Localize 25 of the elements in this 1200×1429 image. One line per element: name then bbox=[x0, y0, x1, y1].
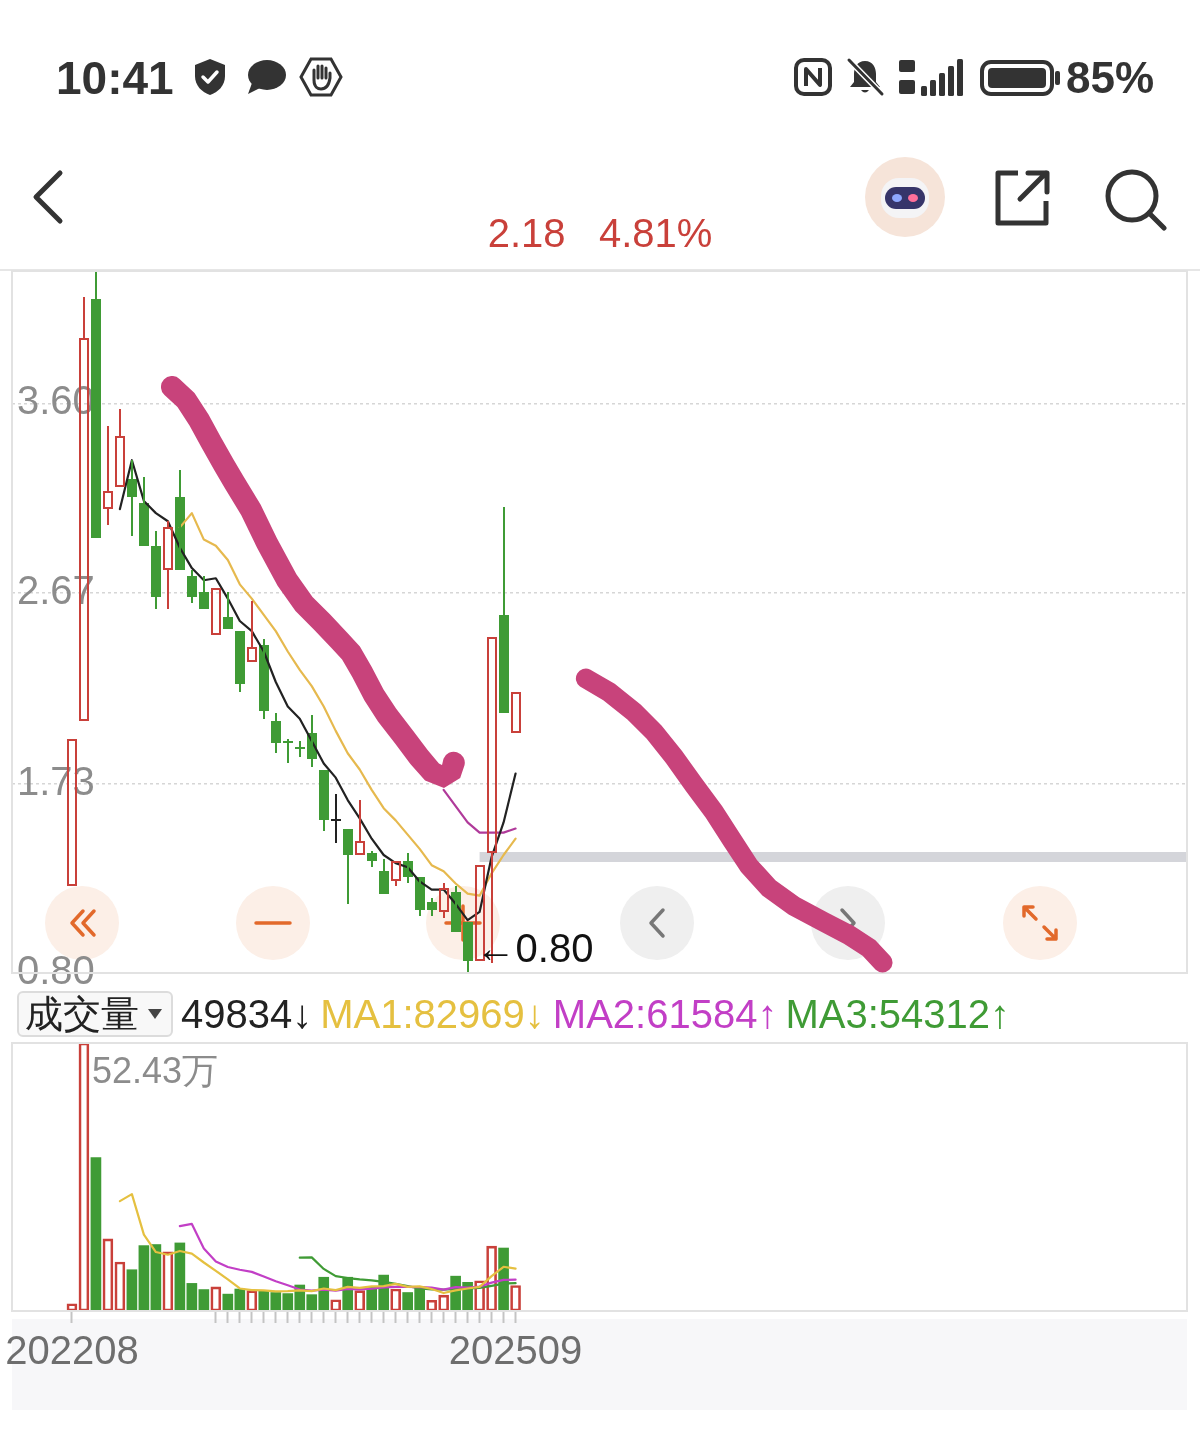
text: 85% bbox=[1066, 52, 1155, 104]
chart-title: 成交量 bbox=[25, 992, 139, 1035]
candlestick bbox=[439, 883, 449, 918]
text: MA2:61584↑ bbox=[552, 991, 778, 1037]
text: MA1:82969↓ bbox=[320, 991, 545, 1037]
x-tick-label: 202208 bbox=[5, 1328, 139, 1373]
candlestick bbox=[391, 861, 401, 886]
candlestick bbox=[247, 601, 257, 662]
bar bbox=[186, 1283, 198, 1311]
chart-subtitle: 2.18 4.81% bbox=[486, 210, 714, 257]
bar bbox=[90, 1157, 102, 1311]
candlestick bbox=[103, 426, 113, 525]
text: 49834↓ bbox=[181, 991, 313, 1037]
bar bbox=[198, 1289, 210, 1311]
candlestick bbox=[355, 800, 365, 855]
candlestick bbox=[511, 692, 521, 733]
annotation: 52.43万 bbox=[91, 1049, 219, 1091]
text: MA3:54312↑ bbox=[785, 991, 1011, 1037]
bar bbox=[126, 1269, 138, 1311]
candlestick bbox=[211, 588, 221, 635]
x-tick-label: 202509 bbox=[448, 1328, 583, 1373]
bar bbox=[138, 1245, 150, 1311]
candlestick bbox=[163, 521, 173, 609]
text: 10:41 bbox=[56, 52, 174, 104]
candlestick bbox=[115, 409, 125, 487]
